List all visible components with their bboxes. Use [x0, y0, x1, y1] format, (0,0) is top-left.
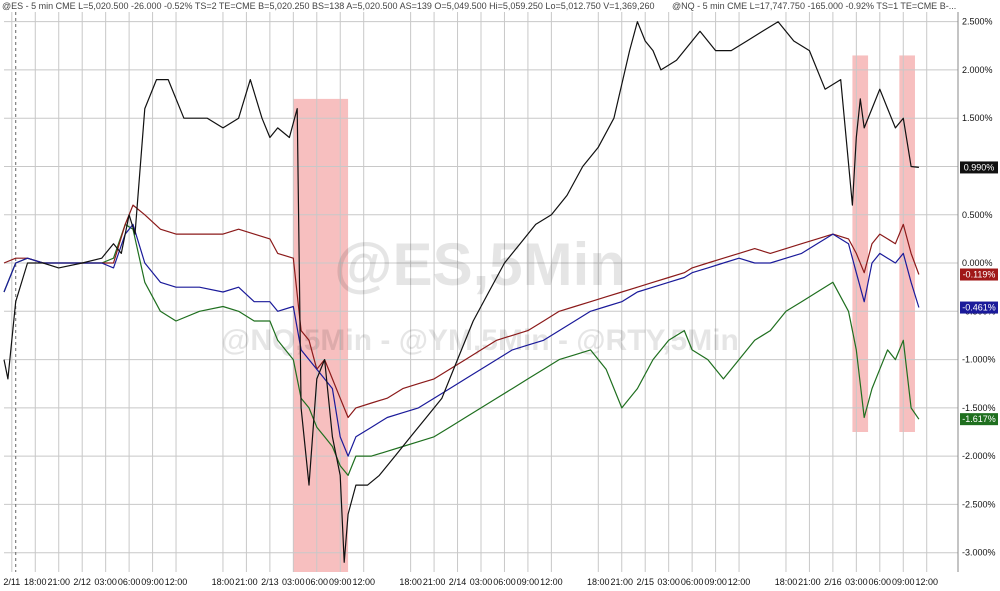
x-tick-label: 18:00 — [24, 577, 47, 587]
last-value-badges: 0.990% -0.461% -0.119% -1.617% — [960, 161, 998, 426]
y-tick-label: 2.500% — [962, 17, 993, 27]
x-tick-label: 03:00 — [845, 577, 868, 587]
x-tick-label: 06:00 — [493, 577, 516, 587]
highlight-region — [852, 55, 869, 433]
x-tick-label: 12:00 — [352, 577, 375, 587]
x-tick-label: 09:00 — [517, 577, 540, 587]
watermark-main: @ES,5Min — [334, 231, 626, 298]
x-axis: 2/11 18:00 21:00 2/12 03:00 06:00 09:00 12:00 18… — [3, 577, 938, 587]
x-tick-label: 09:00 — [892, 577, 915, 587]
watermark-sub: @NQ,5Min - @YM,5Min - @RTY,5Min — [221, 324, 739, 357]
last-value-label-ym: -0.119% — [963, 270, 996, 280]
y-tick-label: -3.000% — [962, 548, 996, 558]
x-tick-label: 06:00 — [869, 577, 892, 587]
x-tick-label: 18:00 — [212, 577, 235, 587]
x-tick-label: 2/11 — [3, 577, 20, 587]
x-tick-label: 18:00 — [775, 577, 798, 587]
quote-header: @ES - 5 min CME L=5,020.500 -26.000 -0.5… — [0, 0, 1000, 12]
y-tick-label: -1.500% — [962, 403, 996, 413]
x-tick-label: 03:00 — [470, 577, 493, 587]
highlight-regions — [293, 55, 915, 573]
highlight-region — [293, 98, 349, 573]
series-layer — [3, 21, 920, 563]
x-tick-label: 2/13 — [261, 577, 279, 587]
series-line-es[interactable] — [3, 21, 919, 563]
x-tick-label: 12:00 — [165, 577, 188, 587]
x-tick-label: 2/12 — [73, 577, 91, 587]
x-tick-label: 18:00 — [399, 577, 422, 587]
y-tick-label: -2.500% — [962, 499, 996, 509]
grid-lines — [4, 12, 959, 572]
nq-quote-line: @NQ - 5 min CME L=17,747.750 -165.000 -0… — [672, 1, 956, 11]
es-quote-line: @ES - 5 min CME L=5,020.500 -26.000 -0.5… — [2, 1, 655, 11]
x-tick-label: 06:00 — [681, 577, 704, 587]
y-axis: 2.500%2.000%1.500%1.000%0.500%0.000%-0.5… — [962, 17, 996, 558]
x-tick-label: 2/15 — [636, 577, 654, 587]
x-tick-label: 06:00 — [306, 577, 329, 587]
x-tick-label: 21:00 — [423, 577, 446, 587]
x-tick-label: 03:00 — [282, 577, 305, 587]
x-tick-label: 09:00 — [329, 577, 352, 587]
y-tick-label: -2.000% — [962, 451, 996, 461]
x-tick-label: 12:00 — [728, 577, 751, 587]
x-tick-label: 03:00 — [657, 577, 680, 587]
last-value-badge-rty — [960, 413, 998, 426]
x-tick-label: 12:00 — [915, 577, 938, 587]
x-tick-label: 21:00 — [235, 577, 258, 587]
y-tick-label: -1.000% — [962, 355, 996, 365]
last-value-label-nq: -0.461% — [962, 303, 996, 313]
y-tick-label: 0.000% — [962, 258, 993, 268]
x-tick-label: 21:00 — [798, 577, 821, 587]
x-tick-label: 09:00 — [141, 577, 164, 587]
last-value-label-rty: -1.617% — [962, 414, 996, 424]
x-tick-label: 09:00 — [704, 577, 727, 587]
y-tick-label: 0.500% — [962, 210, 993, 220]
series-line-nq[interactable] — [3, 223, 920, 457]
last-value-badge-es — [960, 161, 998, 174]
last-value-badge-nq — [960, 301, 998, 314]
x-tick-label: 18:00 — [587, 577, 610, 587]
series-line-rty[interactable] — [3, 223, 920, 476]
x-tick-label: 12:00 — [540, 577, 563, 587]
y-tick-label: 2.000% — [962, 65, 993, 75]
x-tick-label: 03:00 — [94, 577, 117, 587]
last-value-label-es: 0.990% — [964, 162, 995, 172]
x-tick-label: 2/14 — [449, 577, 467, 587]
watermark-group: @ES,5Min @NQ,5Min - @YM,5Min - @RTY,5Min — [221, 231, 739, 357]
x-tick-label: 21:00 — [47, 577, 70, 587]
y-tick-label: 1.500% — [962, 113, 993, 123]
x-tick-label: 21:00 — [610, 577, 633, 587]
x-tick-label: 06:00 — [118, 577, 141, 587]
last-value-badge-ym — [960, 268, 998, 281]
series-line-ym[interactable] — [3, 204, 920, 419]
x-tick-label: 2/16 — [824, 577, 842, 587]
